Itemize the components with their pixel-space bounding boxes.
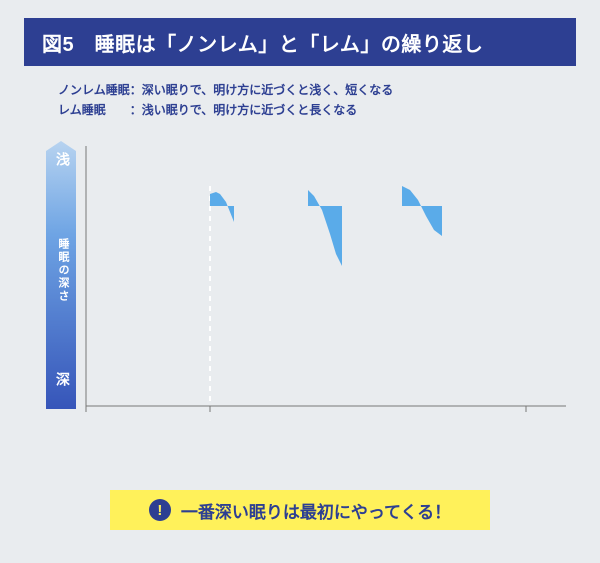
figure-title: 図5 睡眠は「ノンレム」と「レム」の繰り返し	[24, 28, 483, 57]
legend-nonrem: ノンレム睡眠：深い眠りで、明け方に近づくと浅く、短くなる	[58, 80, 393, 100]
depth-label-deep: 深	[53, 372, 73, 386]
sleep-cycle-chart: 浅 睡眠の深さ 深	[46, 146, 566, 446]
legend-block: ノンレム睡眠：深い眠りで、明け方に近づくと浅く、短くなる レム睡眠 ：浅い眠りで…	[58, 80, 393, 121]
callout-text: 一番深い眠りは最初にやってくる！	[181, 498, 451, 523]
title-bar: 図5 睡眠は「ノンレム」と「レム」の繰り返し	[24, 18, 576, 66]
depth-label-shallow: 浅	[53, 152, 73, 166]
legend-rem: レム睡眠 ：浅い眠りで、明け方に近づくと長くなる	[58, 100, 393, 120]
plot-svg	[86, 146, 566, 406]
plot-area	[86, 146, 566, 406]
depth-label-mid: 睡眠の深さ	[55, 238, 71, 303]
callout-banner: ! 一番深い眠りは最初にやってくる！	[110, 490, 490, 530]
exclamation-icon: !	[149, 499, 171, 521]
